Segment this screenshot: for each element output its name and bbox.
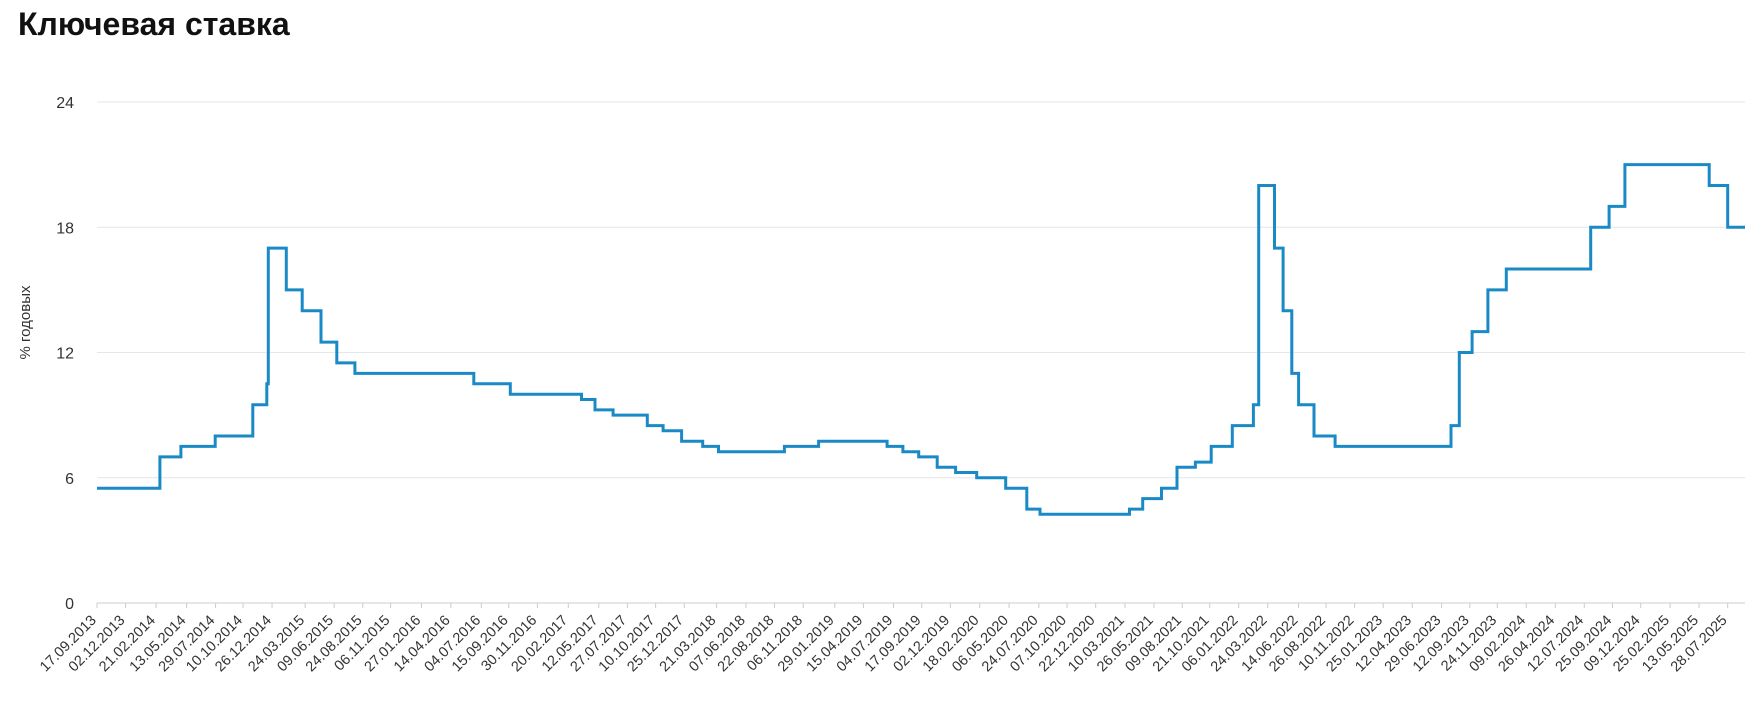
y-axis-label: % годовых xyxy=(17,285,34,360)
y-tick-label: 12 xyxy=(56,346,74,363)
y-tick-label: 6 xyxy=(65,471,74,488)
x-axis-ticks: 17.09.201302.12.201321.02.201413.05.2014… xyxy=(37,603,1731,675)
series-line-0 xyxy=(97,163,1745,516)
series-layer xyxy=(97,163,1745,516)
y-tick-label: 0 xyxy=(65,596,74,613)
chart-title: Ключевая ставка xyxy=(18,6,290,42)
y-axis-ticks: 0 6 12 18 24 xyxy=(56,95,74,613)
y-tick-label: 24 xyxy=(56,95,74,112)
grid-lines xyxy=(97,101,1745,604)
y-tick-label: 18 xyxy=(56,220,74,237)
